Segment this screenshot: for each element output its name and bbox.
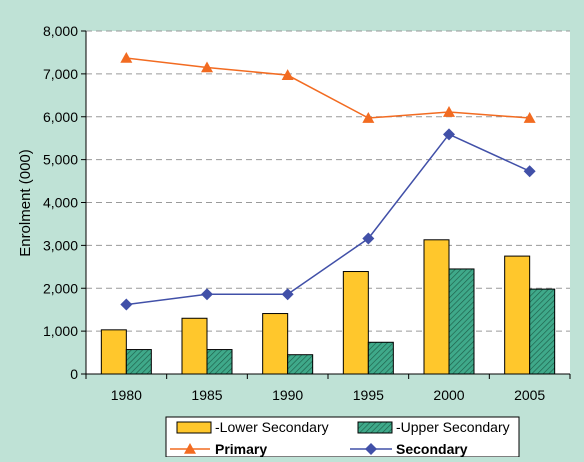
legend-marker-secondary bbox=[365, 443, 377, 455]
y-axis-label: Enrolment (000) bbox=[17, 149, 34, 257]
lines bbox=[120, 52, 536, 311]
marker-primary bbox=[362, 112, 375, 123]
marker-primary bbox=[201, 61, 213, 73]
bar-lower-secondary bbox=[342, 271, 369, 375]
line-primary bbox=[126, 57, 530, 119]
y-tick-label: 6,000 bbox=[43, 109, 78, 125]
y-tick-label: 4,000 bbox=[43, 195, 78, 211]
marker-secondary bbox=[120, 298, 133, 311]
y-tick-label: 7,000 bbox=[43, 66, 78, 82]
legend-box bbox=[165, 416, 520, 458]
marker-primary bbox=[443, 106, 455, 117]
x-tick-label: 1995 bbox=[353, 387, 384, 403]
legend-label-primary: Primary bbox=[215, 441, 267, 457]
axis-ticks: 0 1,000 2,000 3,000 4,000 5,000 6,000 7,000 8,00… bbox=[43, 23, 571, 403]
bar-upper-secondary bbox=[529, 288, 556, 375]
bar-upper-secondary bbox=[367, 341, 394, 375]
legend: -Lower Secondary -Upper Secondary Primary S… bbox=[165, 416, 520, 458]
bar-lower-secondary bbox=[262, 313, 289, 375]
bar-lower-secondary bbox=[181, 317, 208, 375]
gridlines bbox=[86, 30, 570, 332]
y-tick-label: 8,000 bbox=[43, 23, 78, 39]
legend-marker-primary bbox=[184, 443, 196, 454]
bar-lower-secondary bbox=[504, 255, 531, 375]
legend-swatch-lower-secondary bbox=[176, 421, 212, 434]
bar-upper-secondary bbox=[287, 354, 314, 375]
bar-upper-secondary bbox=[206, 349, 233, 375]
x-tick-label: 2005 bbox=[514, 387, 545, 403]
marker-primary bbox=[120, 52, 133, 63]
marker-primary bbox=[281, 69, 294, 80]
bars bbox=[100, 239, 556, 375]
legend-label-upper-secondary: -Upper Secondary bbox=[396, 419, 510, 435]
x-tick-label: 1990 bbox=[272, 387, 303, 403]
bar-upper-secondary bbox=[448, 268, 475, 375]
x-tick-label: 1980 bbox=[111, 387, 142, 403]
marker-secondary bbox=[201, 288, 213, 301]
x-tick-label: 2000 bbox=[433, 387, 464, 403]
legend-label-secondary: Secondary bbox=[396, 441, 468, 457]
y-tick-label: 0 bbox=[70, 366, 78, 382]
line-secondary bbox=[126, 133, 530, 306]
marker-secondary bbox=[362, 232, 375, 245]
y-tick-label: 3,000 bbox=[43, 237, 78, 253]
y-tick-label: 1,000 bbox=[43, 323, 78, 339]
bar-upper-secondary bbox=[125, 349, 152, 375]
marker-secondary bbox=[443, 128, 455, 141]
marker-secondary bbox=[281, 288, 294, 301]
marker-secondary bbox=[523, 165, 536, 178]
bar-lower-secondary bbox=[100, 329, 127, 375]
bar-lower-secondary bbox=[423, 239, 450, 375]
y-tick-label: 2,000 bbox=[43, 280, 78, 296]
y-tick-label: 5,000 bbox=[43, 152, 78, 168]
marker-primary bbox=[523, 112, 536, 123]
legend-swatch-upper-secondary bbox=[357, 421, 393, 434]
legend-label-lower-secondary: -Lower Secondary bbox=[215, 419, 329, 435]
x-tick-label: 1985 bbox=[191, 387, 222, 403]
